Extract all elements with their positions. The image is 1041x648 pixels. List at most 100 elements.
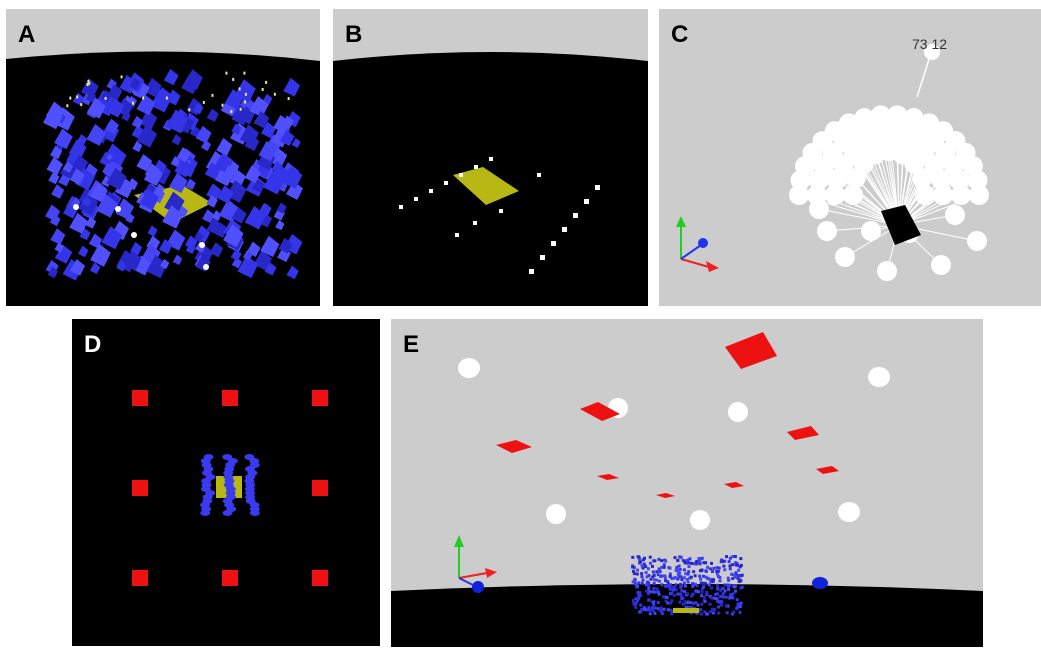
- leaf: [662, 563, 666, 567]
- leaf: [260, 121, 276, 139]
- leaf: [709, 610, 713, 614]
- light-source: [580, 402, 620, 421]
- leaf: [704, 575, 708, 579]
- leaf: [670, 612, 674, 616]
- leaf: [110, 147, 127, 167]
- leaf: [664, 599, 668, 603]
- leaf: [664, 579, 668, 583]
- leaf: [695, 584, 699, 588]
- stem-tip: [287, 97, 290, 101]
- leaf: [663, 584, 667, 588]
- leaf: [54, 128, 73, 150]
- leaf: [69, 259, 86, 276]
- stem-tip: [86, 83, 89, 87]
- leaf: [653, 611, 657, 615]
- leaf: [728, 567, 732, 571]
- leaf: [652, 573, 656, 577]
- stem-tip: [87, 79, 90, 83]
- stem-tip: [80, 103, 83, 107]
- leaf: [740, 585, 744, 589]
- leaf: [639, 560, 643, 564]
- leaf: [693, 574, 697, 578]
- leaf: [202, 209, 215, 224]
- sensor: [825, 185, 845, 205]
- leaf: [711, 611, 715, 615]
- stem-tip: [238, 87, 241, 91]
- leaf: [100, 89, 112, 102]
- stem-tip: [202, 100, 205, 104]
- leaf: [678, 555, 682, 559]
- leaf: [217, 185, 234, 204]
- leaf: [231, 206, 247, 224]
- leaf: [45, 204, 61, 222]
- leaf: [146, 254, 168, 279]
- leaf: [703, 610, 707, 614]
- single-sensor: [924, 44, 940, 60]
- leaf: [723, 583, 727, 587]
- leaf: [699, 581, 703, 585]
- leaf: [727, 587, 731, 591]
- leaf: [253, 110, 270, 129]
- axis-x-arrow: [485, 568, 497, 578]
- sensor: [203, 264, 209, 270]
- leaf: [739, 601, 743, 605]
- sensor: [546, 504, 566, 524]
- light-sources: [496, 332, 839, 498]
- leaf: [716, 585, 720, 589]
- leaf: [676, 577, 680, 581]
- leaf: [640, 607, 644, 611]
- leaf: [698, 562, 702, 566]
- stem-tip: [230, 110, 233, 114]
- leaf: [731, 555, 735, 559]
- leaf: [737, 579, 741, 583]
- leaf: [136, 94, 156, 116]
- leaf: [81, 196, 92, 207]
- sensor: [843, 185, 863, 205]
- leaf: [634, 582, 638, 586]
- sensor-point: [562, 227, 567, 232]
- leaf: [656, 601, 660, 605]
- leaf: [224, 89, 244, 110]
- leaf: [687, 565, 691, 569]
- leaf: [270, 163, 289, 183]
- leaf: [223, 165, 236, 179]
- leaf: [645, 580, 649, 584]
- leaf: [723, 589, 727, 593]
- sensor: [690, 510, 710, 530]
- leaf: [662, 565, 666, 569]
- leaf: [726, 576, 730, 580]
- leaf: [206, 217, 223, 235]
- leaf: [132, 255, 152, 276]
- leaf: [644, 589, 648, 593]
- leaf: [722, 564, 726, 568]
- leaf: [717, 600, 721, 604]
- leaf: [678, 592, 682, 596]
- sensor: [967, 231, 987, 251]
- leaf: [736, 604, 740, 608]
- leaf: [709, 596, 713, 600]
- leaf: [676, 558, 680, 562]
- leaf: [733, 573, 737, 577]
- leaf: [734, 563, 738, 567]
- leaf: [144, 77, 162, 98]
- leaf: [689, 601, 693, 605]
- leaf: [638, 558, 642, 562]
- leaf: [50, 228, 66, 245]
- leaf: [641, 566, 645, 570]
- leaf: [139, 109, 158, 130]
- leaf: [717, 566, 721, 570]
- leaf: [171, 134, 182, 146]
- leaf: [70, 196, 81, 208]
- leaf: [632, 569, 636, 573]
- leaf: [278, 237, 293, 254]
- leaf: [69, 168, 85, 185]
- leaf: [153, 87, 173, 108]
- stem-tip: [232, 77, 235, 81]
- leaf: [723, 568, 727, 572]
- leaf: [720, 587, 724, 591]
- leaf: [660, 565, 664, 569]
- leaf: [639, 603, 643, 607]
- sensor-point: [584, 199, 589, 204]
- leaf: [125, 212, 135, 224]
- leaf: [680, 594, 684, 598]
